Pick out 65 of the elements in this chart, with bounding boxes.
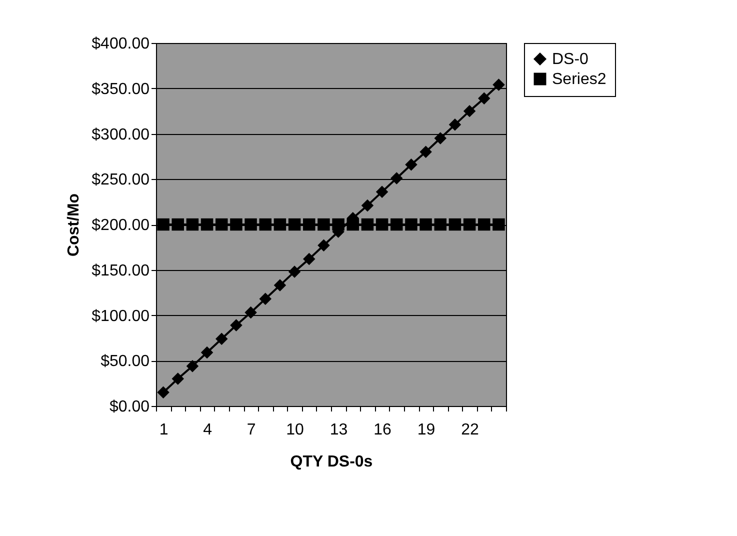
x-tick-label: 1 [159,422,168,438]
y-tick-label: $100.00 [92,308,150,325]
point [492,218,505,231]
point [361,199,374,212]
point [318,239,330,252]
point [186,360,199,372]
point [405,218,418,231]
x-tick-label: 13 [330,422,348,438]
x-tick-label: 10 [286,422,304,438]
point [390,172,403,184]
point [259,218,272,231]
point [200,218,214,231]
x-tick-label: 7 [246,422,256,438]
point [463,104,476,118]
point [274,279,286,292]
y-tick-label: $150.00 [92,262,150,280]
point [172,372,184,385]
point [434,132,446,144]
y-tick-label: $0.00 [109,398,150,416]
point [478,218,490,231]
point [157,386,170,399]
point [259,292,272,306]
x-tick-label: 22 [461,422,480,438]
y-tick-label: $350.00 [92,80,150,98]
y-tick-label: $400.00 [92,36,150,52]
point [216,218,228,231]
point [478,92,490,104]
y-tick-label: $200.00 [92,217,150,234]
point [390,218,403,231]
point [172,218,184,231]
x-tick-label: 16 [374,422,392,438]
x-tick-label: 4 [203,422,212,438]
point [448,118,462,131]
point [376,186,388,198]
point [492,78,505,91]
y-tick-label: $250.00 [92,172,150,189]
x-axis-title: QTY DS-0s [290,454,373,470]
point [303,252,316,266]
point [448,218,462,231]
y-tick-label: $50.00 [100,353,150,370]
point [244,218,257,231]
point [244,306,257,319]
point [200,346,214,359]
point [157,218,170,231]
point [361,218,374,231]
point [288,218,301,231]
point [463,218,476,231]
legend-label: Series2 [552,71,606,88]
point [420,218,432,231]
legend-label: DS-0 [552,51,589,68]
point [318,218,330,231]
point [376,218,388,231]
x-tick-label: 19 [417,422,436,438]
point [230,319,242,332]
y-axis-title: Cost/Mo [66,193,83,257]
point [405,158,418,171]
point [288,266,301,278]
point [186,218,199,231]
point [434,218,446,231]
y-tick-label: $300.00 [92,126,150,144]
point [420,146,432,158]
point [303,218,316,231]
point [216,332,228,345]
point [274,218,286,231]
point [230,218,242,231]
